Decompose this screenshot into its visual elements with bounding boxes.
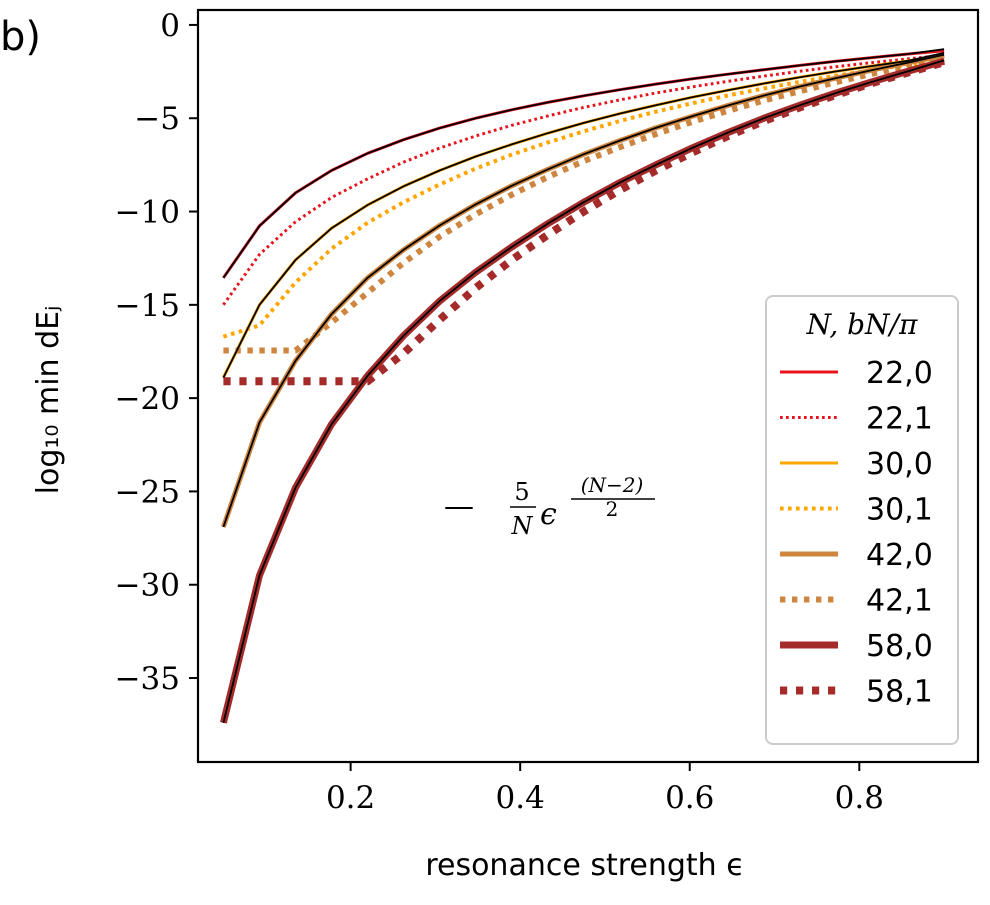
y-tick-label: −35 [115, 661, 180, 697]
x-tick-label: 0.8 [835, 780, 884, 816]
plot-frame [196, 8, 980, 764]
axis-ticks: 0.2 0.4 0.6 0.8 0 −5 −10 −15 −20 −25 −30 −35 [115, 8, 884, 816]
fit-line-2 [222, 53, 945, 528]
y-tick-label: −10 [115, 195, 180, 231]
fit-line-3 [222, 59, 945, 724]
legend-label: 42,0 [866, 538, 933, 573]
annotation-base: ϵ [540, 497, 557, 532]
y-tick-label: −25 [115, 474, 180, 510]
legend-label: 58,1 [866, 675, 933, 710]
series-line-42-1 [223, 55, 945, 354]
fit-lines [222, 48, 945, 724]
legend: N, bN/π 22,0 22,1 30,0 30,1 42,0 42,1 58,0 58,1 [765, 295, 959, 745]
annotation-coef-den: N [511, 512, 534, 540]
annotation-exp-num: (N−2) [581, 473, 644, 497]
legend-label: 30,0 [866, 447, 933, 482]
y-tick-label: −5 [134, 101, 180, 137]
y-axis-label: log₁₀ min dEⱼ [31, 306, 66, 495]
legend-label: 22,0 [866, 356, 933, 391]
legend-label: 58,0 [866, 629, 933, 664]
legend-label: 22,1 [866, 402, 933, 437]
series-line-58-1 [223, 58, 946, 386]
y-tick-label: −15 [115, 288, 180, 324]
legend-label: 42,1 [866, 584, 933, 619]
annotation-dash: — [444, 489, 474, 524]
formula-annotation: — 5 N ϵ (N−2) 2 [444, 473, 655, 540]
series-line-22-1 [222, 53, 945, 306]
annotation-coef-num: 5 [514, 478, 529, 506]
y-tick-label: 0 [160, 8, 180, 44]
fit-line-0 [222, 48, 945, 279]
x-axis-label: resonance strength ϵ [425, 848, 744, 883]
series-line-22-0 [222, 49, 945, 279]
y-tick-label: −30 [115, 568, 180, 604]
fit-line-1 [222, 52, 945, 378]
legend-box [765, 295, 959, 745]
x-tick-label: 0.6 [665, 780, 714, 816]
annotation-exp-den: 2 [606, 497, 619, 521]
legend-entries: 22,0 22,1 30,0 30,1 42,0 42,1 58,0 58,1 [780, 356, 933, 710]
x-tick-label: 0.4 [496, 780, 545, 816]
y-tick-label: −20 [115, 381, 180, 417]
legend-label: 30,1 [866, 493, 933, 528]
legend-title: N, bN/π [806, 308, 918, 341]
panel-label: b) [0, 14, 41, 60]
x-tick-label: 0.2 [326, 780, 375, 816]
